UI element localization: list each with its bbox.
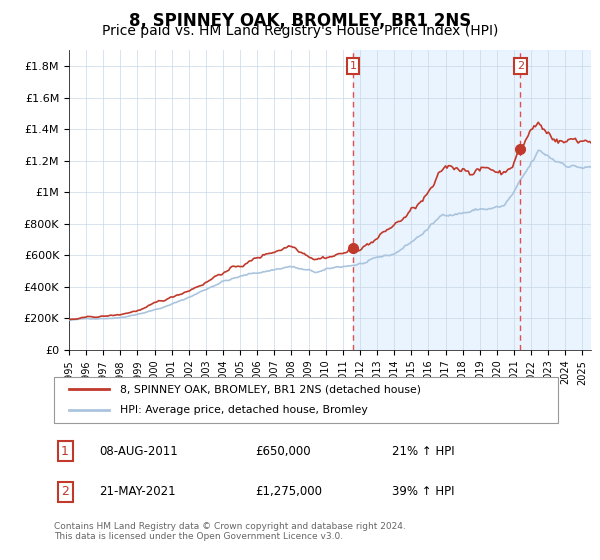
Text: HPI: Average price, detached house, Bromley: HPI: Average price, detached house, Brom…: [119, 405, 367, 416]
Bar: [353, 50, 591, 350]
Text: Price paid vs. HM Land Registry's House Price Index (HPI): Price paid vs. HM Land Registry's House …: [102, 24, 498, 38]
Text: 1: 1: [350, 61, 356, 71]
Text: 21-MAY-2021: 21-MAY-2021: [100, 485, 176, 498]
Text: 1: 1: [61, 445, 69, 458]
FancyBboxPatch shape: [54, 377, 558, 423]
Text: 2: 2: [61, 485, 69, 498]
Text: Contains HM Land Registry data © Crown copyright and database right 2024.
This d: Contains HM Land Registry data © Crown c…: [54, 522, 406, 542]
Text: 08-AUG-2011: 08-AUG-2011: [100, 445, 178, 458]
Text: 2: 2: [517, 61, 524, 71]
Text: 21% ↑ HPI: 21% ↑ HPI: [392, 445, 454, 458]
Text: 8, SPINNEY OAK, BROMLEY, BR1 2NS (detached house): 8, SPINNEY OAK, BROMLEY, BR1 2NS (detach…: [119, 384, 421, 394]
Text: £1,275,000: £1,275,000: [256, 485, 323, 498]
Text: 39% ↑ HPI: 39% ↑ HPI: [392, 485, 454, 498]
Text: £650,000: £650,000: [256, 445, 311, 458]
Text: 8, SPINNEY OAK, BROMLEY, BR1 2NS: 8, SPINNEY OAK, BROMLEY, BR1 2NS: [129, 12, 471, 30]
